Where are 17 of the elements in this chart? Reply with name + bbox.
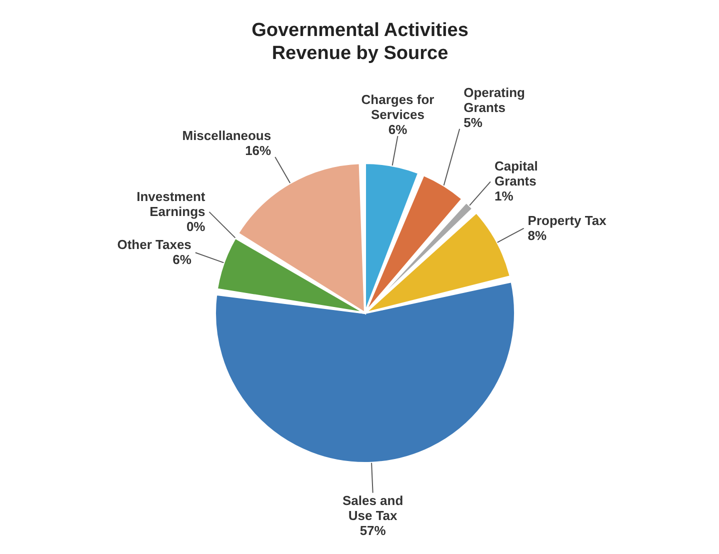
category-label: Investment Earnings bbox=[136, 188, 206, 219]
slice-label: Capital Grants bbox=[494, 158, 538, 189]
slice-label: Operating Grants bbox=[464, 84, 526, 115]
data-label: 6% bbox=[388, 122, 408, 138]
data-label: 16% bbox=[245, 143, 272, 158]
text: 0% bbox=[186, 218, 206, 234]
slice-label: Property Tax bbox=[528, 212, 608, 228]
data-label: 6% bbox=[172, 252, 192, 268]
slice-label: Charges for Services bbox=[361, 92, 434, 122]
slice-label: Other Taxes bbox=[117, 237, 192, 252]
data-label: 5% bbox=[464, 114, 483, 130]
slice-label: Miscellaneous bbox=[182, 128, 272, 144]
slice-label: Sales and Use Tax bbox=[342, 492, 404, 523]
data-label: 1% bbox=[494, 188, 514, 204]
data-label: 8% bbox=[528, 228, 548, 243]
data-label: 57% bbox=[360, 522, 386, 538]
chart-title: Governmental Activities Revenue by Source bbox=[252, 20, 468, 64]
